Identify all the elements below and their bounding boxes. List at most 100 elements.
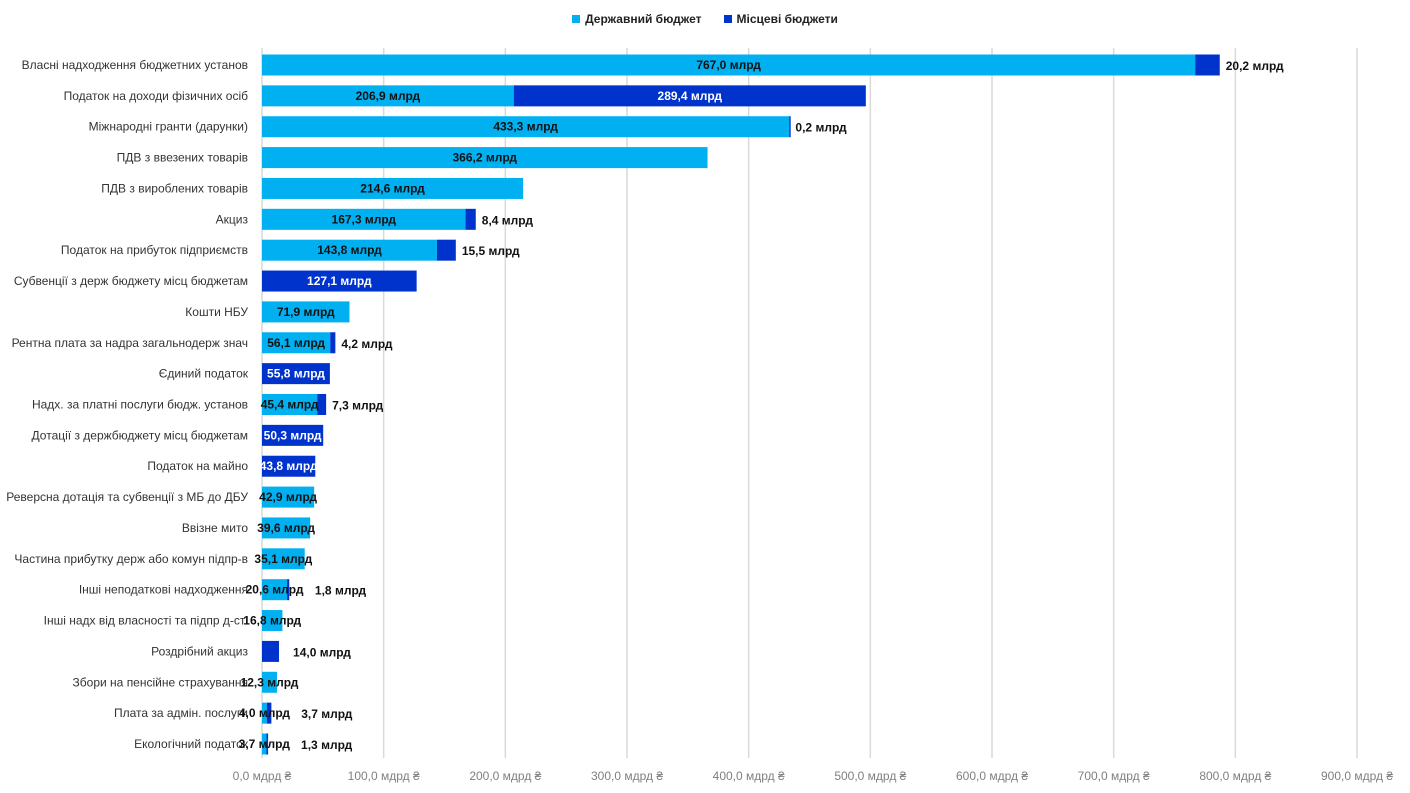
category-label: Єдиний податок <box>159 367 249 381</box>
bar-local <box>436 239 456 261</box>
legend-label-local: Місцеві бюджети <box>736 12 838 26</box>
legend-swatch-state <box>572 15 581 23</box>
data-label-state: 45,4 млрд <box>261 398 319 412</box>
data-label-local: 289,4 млрд <box>658 89 723 103</box>
bar-local <box>262 455 316 477</box>
legend-item-local: Місцеві бюджети <box>723 12 838 26</box>
x-tick-label: 500,0 мдрд ₴ <box>834 769 906 783</box>
category-label: Інші неподаткові надходження <box>79 583 248 597</box>
data-label-local: 8,4 млрд <box>482 213 534 227</box>
bar-local <box>789 116 791 138</box>
category-label: Акциз <box>216 212 249 226</box>
data-label-state: 433,3 млрд <box>493 120 558 134</box>
bar-state <box>262 332 331 354</box>
bar-state <box>262 548 305 570</box>
bar-local <box>317 394 327 415</box>
x-tick-label: 800,0 мдрд ₴ <box>1199 769 1271 783</box>
category-label: Податок на майно <box>147 459 248 473</box>
category-label: ПДВ з вироблених товарів <box>101 181 248 195</box>
bar-state <box>262 239 437 261</box>
bar-local <box>266 733 269 755</box>
bar-local <box>1195 54 1220 76</box>
bar-state <box>262 85 514 107</box>
category-label: Ввізне мито <box>182 521 248 535</box>
category-label: Кошти НБУ <box>185 305 248 319</box>
data-label-local: 3,7 млрд <box>301 707 353 721</box>
data-label-local: 50,3 млрд <box>264 428 322 442</box>
bar-state <box>262 394 318 415</box>
data-label-state: 35,1 млрд <box>254 552 312 566</box>
data-label-state: 366,2 млрд <box>453 151 518 165</box>
data-label-state: 3,7 млрд <box>239 737 291 751</box>
data-label-state: 42,9 млрд <box>259 490 317 504</box>
data-label-state: 4,0 млрд <box>239 706 291 720</box>
bar-state <box>262 733 267 755</box>
bar-state <box>262 702 267 724</box>
data-label-state: 16,8 млрд <box>243 614 301 628</box>
bar-state <box>262 208 466 230</box>
category-label: Міжнародні гранти (дарунки) <box>89 120 248 134</box>
x-tick-label: 600,0 мдрд ₴ <box>956 769 1028 783</box>
x-tick-label: 400,0 мдрд ₴ <box>713 769 785 783</box>
category-label: ПДВ з ввезених товарів <box>117 151 248 165</box>
bar-state <box>262 301 350 323</box>
data-label-state: 214,6 млрд <box>360 181 425 195</box>
bar-state <box>262 610 283 632</box>
data-label-state: 167,3 млрд <box>332 212 397 226</box>
data-label-local: 0,2 млрд <box>795 121 847 135</box>
data-label-local: 55,8 млрд <box>267 367 325 381</box>
bar-state <box>262 177 524 199</box>
legend: Державний бюджет Місцеві бюджети <box>0 12 1410 26</box>
bar-local <box>262 640 280 662</box>
data-label-local: 1,3 млрд <box>301 738 353 752</box>
bar-state <box>262 54 1196 76</box>
category-label: Надх. за платні послуги бюдж. установ <box>32 398 248 412</box>
data-label-state: 56,1 млрд <box>267 336 325 350</box>
bar-local <box>266 702 272 724</box>
bar-state <box>262 486 315 508</box>
bar-state <box>262 147 708 169</box>
data-label-local: 20,2 млрд <box>1226 59 1284 73</box>
category-label: Податок на прибуток підприємств <box>61 243 248 257</box>
data-label-state: 206,9 млрд <box>356 89 421 103</box>
data-label-state: 71,9 млрд <box>277 305 335 319</box>
data-label-local: 43,8 млрд <box>260 459 318 473</box>
bar-state <box>262 671 277 693</box>
bar-state <box>262 517 311 539</box>
category-label: Власні надходження бюджетних установ <box>22 58 248 72</box>
legend-item-state: Державний бюджет <box>572 12 702 26</box>
bar-local <box>330 332 336 354</box>
bar-state <box>262 116 790 138</box>
data-label-local: 127,1 млрд <box>307 274 372 288</box>
legend-swatch-local <box>723 15 732 23</box>
data-label-state: 767,0 млрд <box>696 58 761 72</box>
x-tick-label: 300,0 мдрд ₴ <box>591 769 663 783</box>
x-tick-label: 100,0 мдрд ₴ <box>348 769 420 783</box>
x-tick-label: 700,0 мдрд ₴ <box>1078 769 1150 783</box>
data-label-state: 39,6 млрд <box>257 521 315 535</box>
category-label: Екологічний податок <box>134 737 249 751</box>
bar-local <box>287 579 290 601</box>
category-label: Податок на доходи фізичних осіб <box>64 89 249 103</box>
category-label: Збори на пенсійне страхування <box>73 675 248 689</box>
category-label: Реверсна дотація та субвенції з МБ до ДБ… <box>6 490 248 504</box>
data-label-local: 7,3 млрд <box>332 399 384 413</box>
category-label: Частина прибутку держ або комун підпр-в <box>14 552 248 566</box>
category-label: Плата за адмін. послуги <box>114 706 248 720</box>
bar-local <box>513 85 866 107</box>
data-label-state: 143,8 млрд <box>317 243 382 257</box>
data-label-local: 4,2 млрд <box>341 337 393 351</box>
legend-label-state: Державний бюджет <box>585 12 702 26</box>
bar-state <box>262 579 288 601</box>
data-label-local: 1,8 млрд <box>315 584 367 598</box>
bar-local <box>465 208 476 230</box>
category-label: Дотації з держбюджету місц бюджетам <box>32 428 248 442</box>
category-label: Інші надх від власності та підпр д-сті <box>44 614 248 628</box>
data-label-local: 15,5 млрд <box>462 244 520 258</box>
bar-local <box>262 363 330 385</box>
data-label-state: 12,3 млрд <box>241 675 299 689</box>
x-tick-label: 200,0 мдрд ₴ <box>469 769 541 783</box>
category-label: Роздрібний акциз <box>151 644 248 658</box>
category-label: Рентна плата за надра загальнодерж знач <box>12 336 248 350</box>
